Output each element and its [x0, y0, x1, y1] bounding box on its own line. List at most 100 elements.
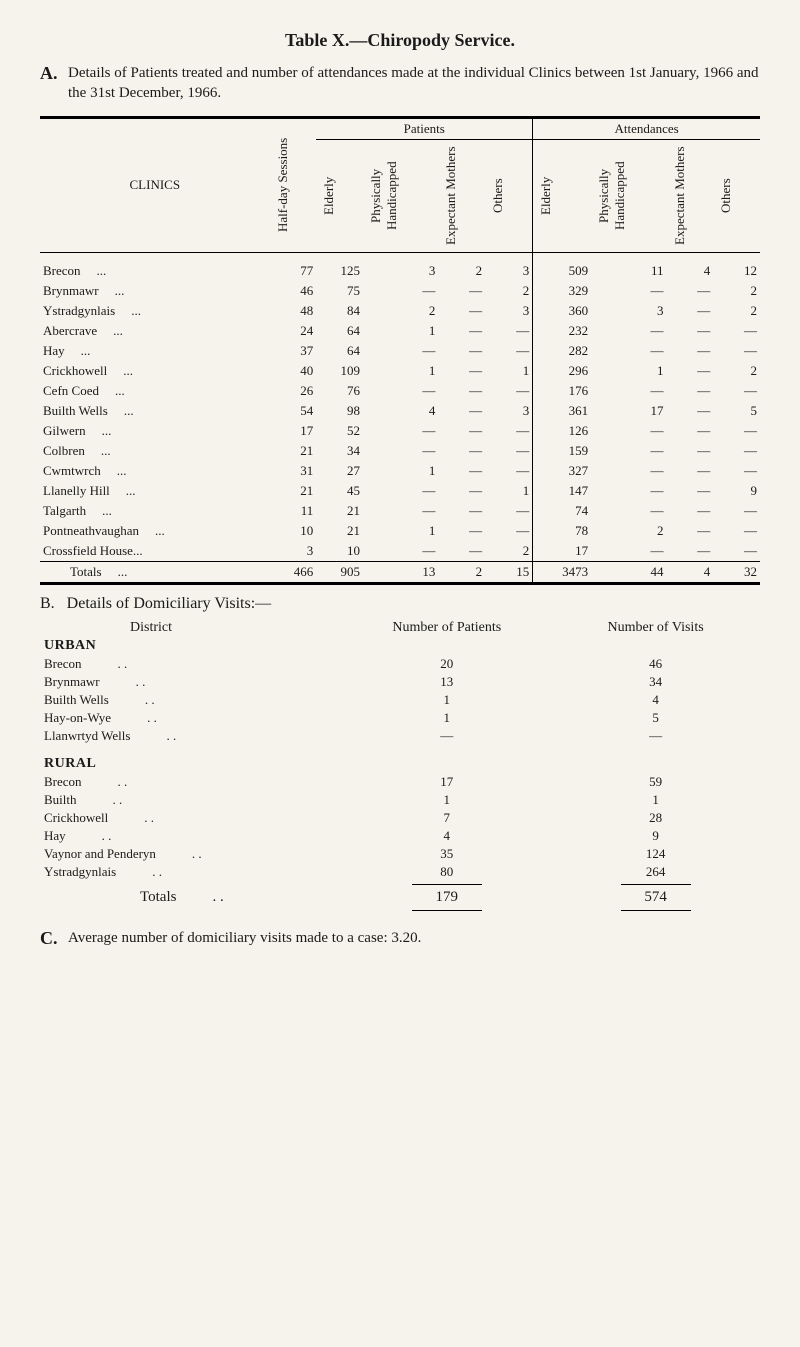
district-name: Llanwrtyd Wells — [40, 727, 342, 745]
data-cell: 2 — [713, 281, 760, 301]
list-item: Crickhowell728 — [40, 809, 760, 827]
data-cell: — — [438, 421, 485, 441]
data-cell: — — [363, 481, 438, 501]
clinic-name: Builth Wells — [40, 401, 270, 421]
section-a-text: Details of Patients treated and number o… — [68, 63, 760, 104]
data-cell: 21 — [316, 501, 363, 521]
data-cell: — — [667, 361, 714, 381]
list-item: Hay49 — [40, 827, 760, 845]
data-cell: — — [485, 441, 533, 461]
data-cell: 109 — [316, 361, 363, 381]
data-cell: — — [667, 461, 714, 481]
data-cell: — — [713, 461, 760, 481]
num-patients: 7 — [342, 809, 551, 827]
table-row: Abercrave24641——232——— — [40, 321, 760, 341]
data-cell: 11 — [591, 252, 666, 281]
section-b: B. Details of Domiciliary Visits:— — [40, 595, 760, 613]
totals-cell: 44 — [591, 561, 666, 583]
data-cell: 74 — [533, 501, 591, 521]
list-item: Brecon1759 — [40, 773, 760, 791]
list-item: Builth11 — [40, 791, 760, 809]
clinic-name: Brecon — [40, 252, 270, 281]
data-cell: 2 — [713, 301, 760, 321]
data-cell: 3 — [591, 301, 666, 321]
data-cell: 45 — [316, 481, 363, 501]
data-cell: 3 — [485, 301, 533, 321]
domiciliary-table: District Number of Patients Number of Vi… — [40, 619, 760, 914]
district-name: Brecon — [40, 655, 342, 673]
clinic-name: Abercrave — [40, 321, 270, 341]
num-visits: 34 — [551, 673, 760, 691]
num-patients: 35 — [342, 845, 551, 863]
data-cell: — — [713, 421, 760, 441]
data-cell: 3 — [485, 252, 533, 281]
domi-totals-label: Totals — [40, 888, 342, 907]
group-attendances: Attendances — [533, 117, 760, 139]
totals-cell: 13 — [363, 561, 438, 583]
data-cell: 76 — [316, 381, 363, 401]
table-row: Gilwern1752———126——— — [40, 421, 760, 441]
num-patients: 1 — [342, 691, 551, 709]
num-patients: 1 — [342, 709, 551, 727]
num-visits: — — [551, 727, 760, 745]
num-patients: 17 — [342, 773, 551, 791]
col-a-exp: Expectant Mothers — [667, 139, 714, 252]
col-number-visits: Number of Visits — [551, 619, 760, 637]
totals-label: Totals — [40, 561, 270, 583]
data-cell: — — [713, 441, 760, 461]
clinic-name: Cefn Coed — [40, 381, 270, 401]
data-cell: 40 — [270, 361, 317, 381]
num-patients: 4 — [342, 827, 551, 845]
main-table: CLINICS Half-day Sessions Patients Atten… — [40, 116, 760, 585]
data-cell: 1 — [485, 481, 533, 501]
rural-heading: RURAL — [40, 755, 342, 773]
table-row: Pontneathvaughan10211——782—— — [40, 521, 760, 541]
data-cell: 54 — [270, 401, 317, 421]
table-row: Brecon7712532350911412 — [40, 252, 760, 281]
data-cell: — — [438, 461, 485, 481]
data-cell: — — [591, 321, 666, 341]
data-cell: 17 — [270, 421, 317, 441]
data-cell: — — [363, 501, 438, 521]
clinic-name: Brynmawr — [40, 281, 270, 301]
data-cell: 11 — [270, 501, 317, 521]
num-patients: 20 — [342, 655, 551, 673]
data-cell: — — [591, 421, 666, 441]
group-patients: Patients — [316, 117, 532, 139]
table-row: Brynmawr4675——2329——2 — [40, 281, 760, 301]
data-cell: — — [485, 461, 533, 481]
col-number-patients: Number of Patients — [342, 619, 551, 637]
data-cell: — — [438, 541, 485, 562]
table-title: Table X.—Chiropody Service. — [40, 30, 760, 51]
rule — [412, 884, 482, 885]
data-cell: — — [438, 281, 485, 301]
data-cell: — — [438, 381, 485, 401]
data-cell: — — [591, 341, 666, 361]
list-item: Ystradgynlais80264 — [40, 863, 760, 881]
data-cell: 3 — [485, 401, 533, 421]
data-cell: — — [485, 521, 533, 541]
data-cell: — — [667, 441, 714, 461]
data-cell: 361 — [533, 401, 591, 421]
section-a: A. Details of Patients treated and numbe… — [40, 63, 760, 104]
num-patients: 80 — [342, 863, 551, 881]
data-cell: — — [438, 321, 485, 341]
data-cell: — — [438, 441, 485, 461]
district-name: Brynmawr — [40, 673, 342, 691]
col-p-elderly: Elderly — [316, 139, 363, 252]
rule — [621, 910, 691, 911]
col-a-elderly: Elderly — [533, 139, 591, 252]
data-cell: — — [667, 541, 714, 562]
totals-cell: 3473 — [533, 561, 591, 583]
data-cell: — — [667, 281, 714, 301]
data-cell: 84 — [316, 301, 363, 321]
data-cell: — — [713, 521, 760, 541]
district-name: Builth — [40, 791, 342, 809]
data-cell: — — [363, 441, 438, 461]
domi-totals-a: 179 — [342, 888, 551, 907]
data-cell: — — [667, 481, 714, 501]
table-row: Cwmtwrch31271——327——— — [40, 461, 760, 481]
table-row: Cefn Coed2676———176——— — [40, 381, 760, 401]
data-cell: 509 — [533, 252, 591, 281]
data-cell: 327 — [533, 461, 591, 481]
